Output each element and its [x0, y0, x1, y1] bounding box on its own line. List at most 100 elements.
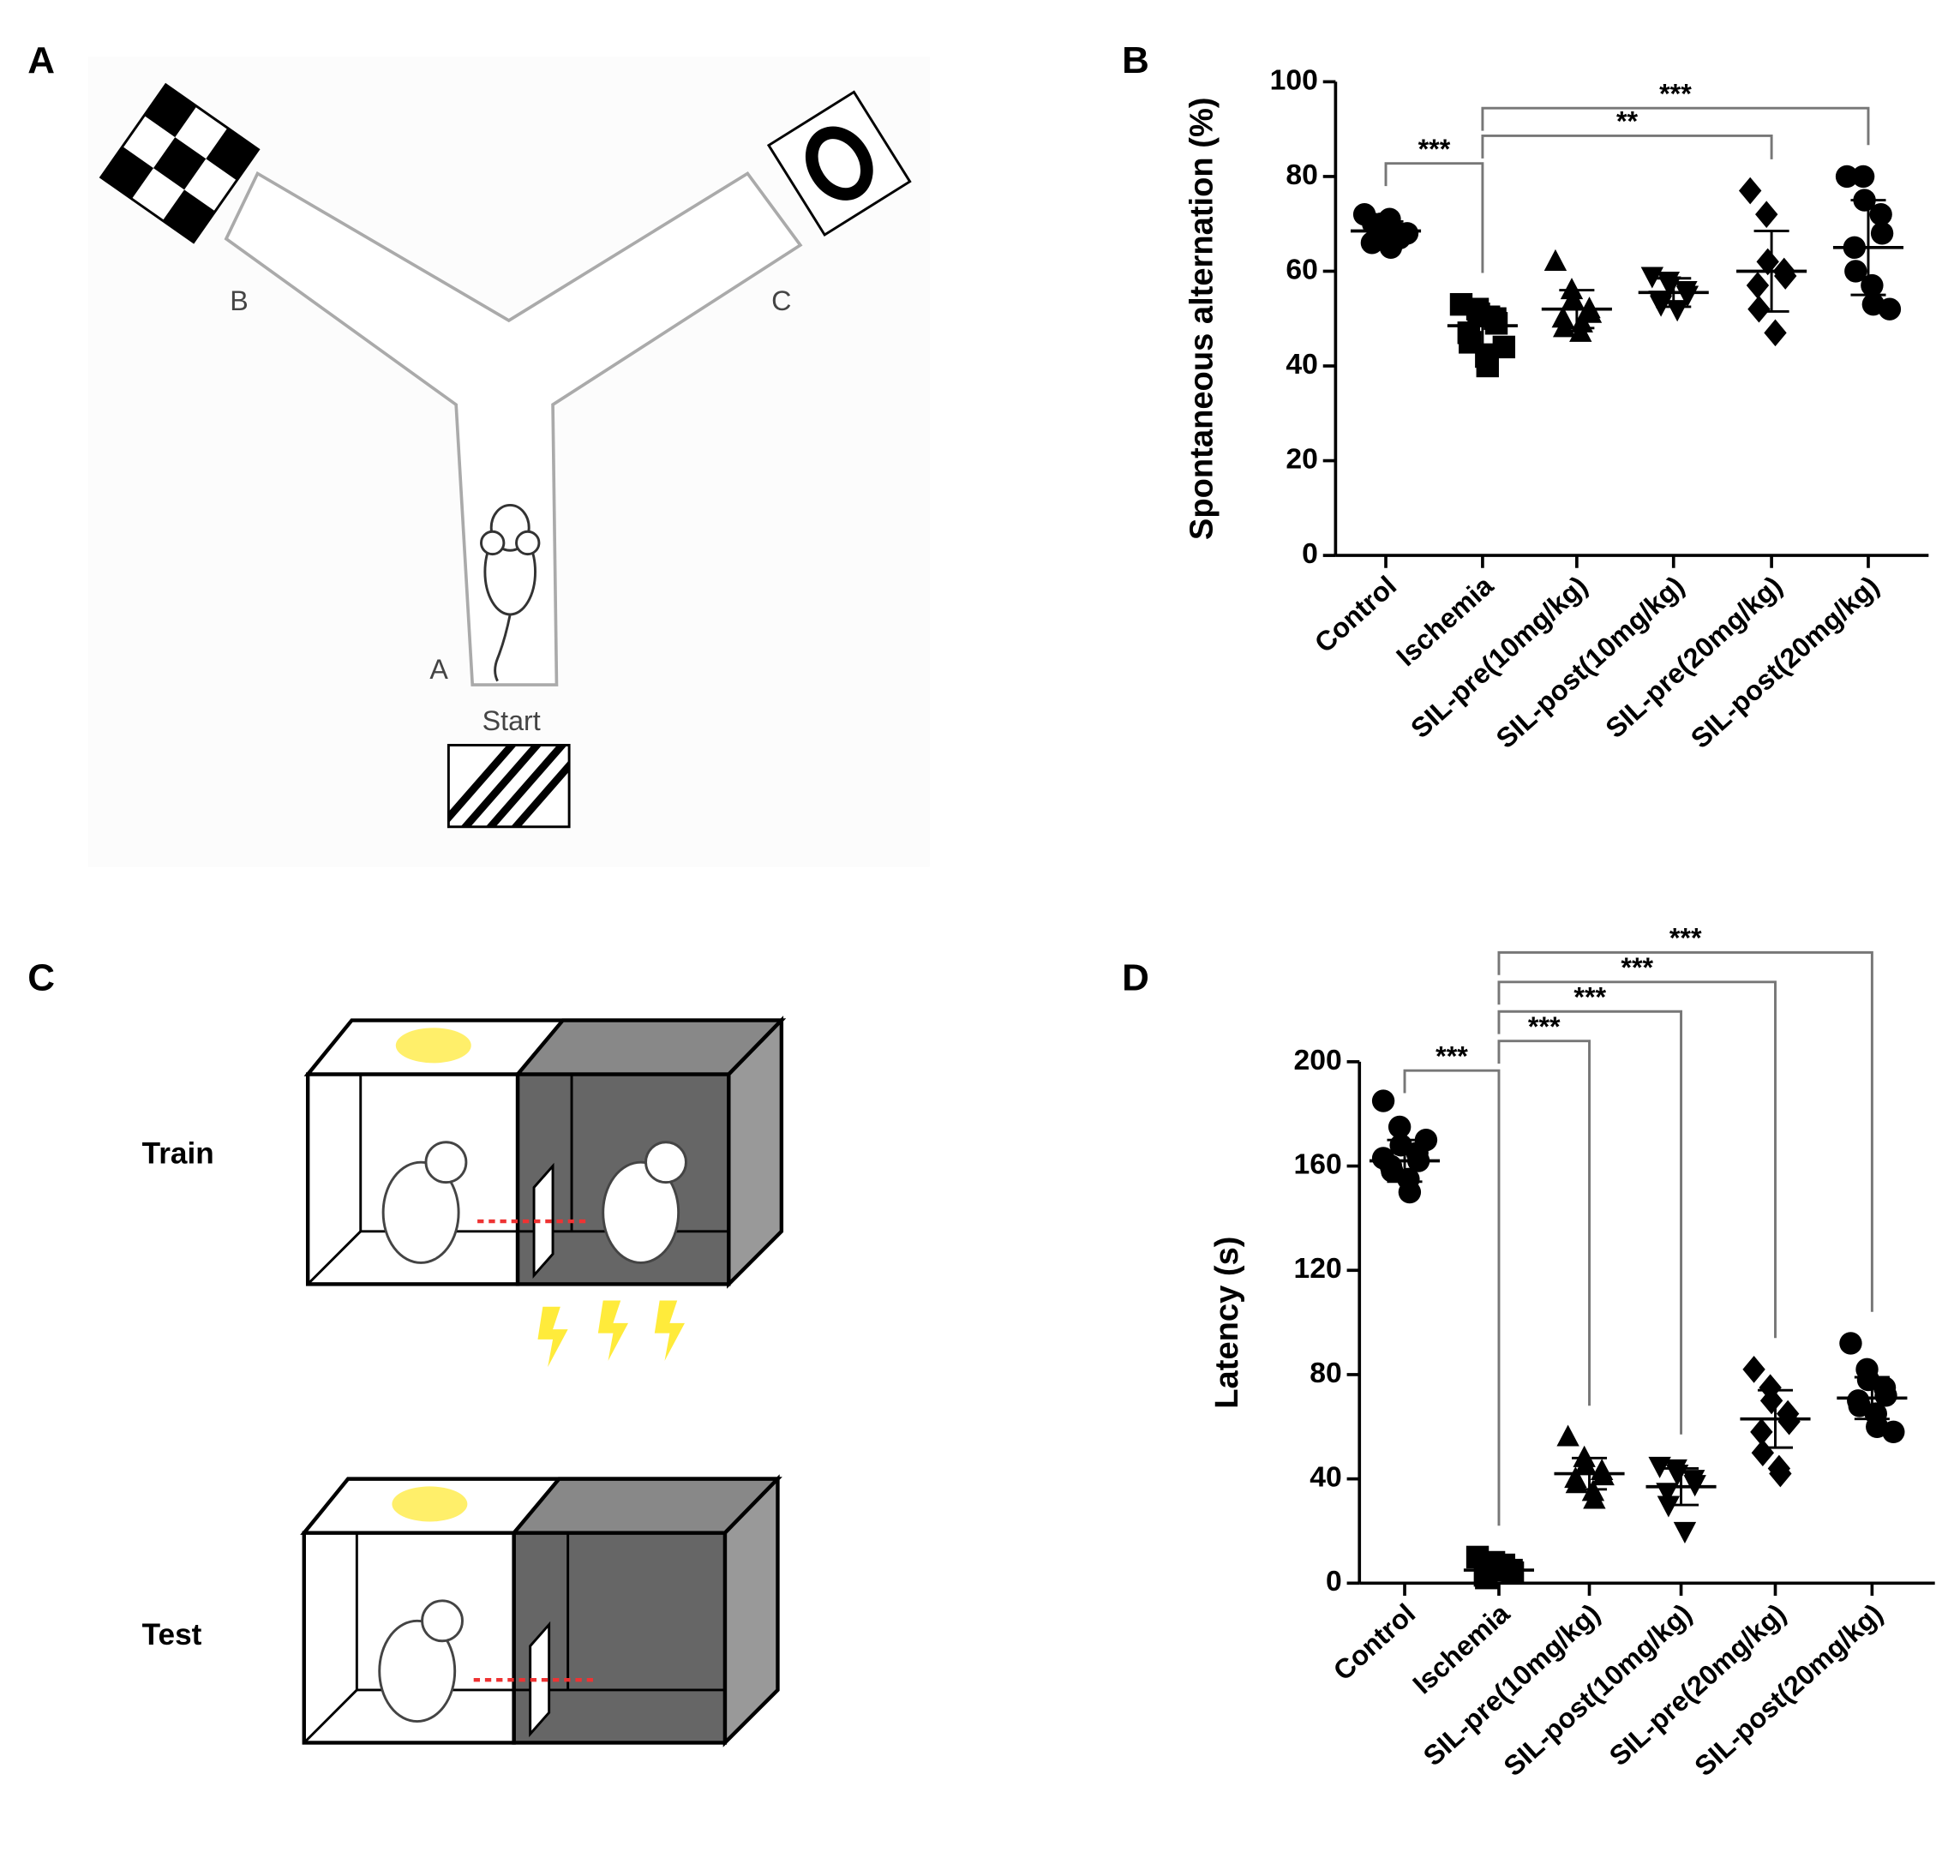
- data-point: [1746, 272, 1770, 299]
- data-point: [1764, 319, 1787, 347]
- significance-bracket: [1384, 162, 1484, 273]
- significance-label: ***: [1573, 981, 1606, 1012]
- data-point: [1747, 295, 1771, 323]
- y-tick-label: 40: [1310, 1461, 1341, 1494]
- y-axis-label: Spontaneous alternation (%): [1184, 97, 1220, 540]
- box: [303, 1016, 787, 1289]
- maze-arms: [224, 171, 803, 686]
- data-point: [1484, 312, 1508, 335]
- ring-cue: [766, 90, 912, 237]
- data-point: [1371, 1089, 1395, 1112]
- data-point: [1553, 315, 1576, 338]
- data-point: [1851, 165, 1875, 189]
- y-tick-label: 20: [1286, 442, 1317, 475]
- x-tick-label: Control: [1309, 570, 1402, 658]
- y-tick-label: 60: [1286, 253, 1317, 285]
- data-point: [1870, 222, 1894, 245]
- data-point: [1657, 1495, 1681, 1518]
- data-point: [1378, 207, 1401, 231]
- data-point: [1492, 335, 1516, 359]
- stripe-cue: [447, 743, 571, 829]
- x-tick-label: SIL-pre(20mg/kg): [1603, 1597, 1792, 1771]
- shock: [537, 1300, 685, 1368]
- data-point: [1839, 1332, 1862, 1355]
- y-tick-label: 0: [1302, 537, 1318, 570]
- data-point: [1583, 1487, 1606, 1509]
- significance-label: ***: [1621, 952, 1653, 983]
- data-point: [1565, 1471, 1589, 1494]
- arm-label: A: [429, 654, 448, 685]
- data-point: [1844, 260, 1867, 283]
- data-point: [1371, 1147, 1395, 1170]
- data-point: [1882, 1420, 1905, 1444]
- data-point: [1379, 236, 1403, 260]
- y-tick-label: 40: [1286, 348, 1317, 381]
- significance-bracket: [1497, 1040, 1591, 1406]
- significance-bracket: [1497, 1010, 1683, 1435]
- data-point: [1388, 1115, 1412, 1139]
- data-point: [1561, 287, 1585, 309]
- arm-label: C: [771, 285, 791, 316]
- data-point: [1738, 177, 1762, 205]
- significance-bracket: [1481, 134, 1773, 159]
- data-point: [1395, 222, 1419, 245]
- box: [300, 1474, 782, 1747]
- data-point: [1543, 249, 1567, 271]
- data-point: [1751, 1439, 1775, 1467]
- data-point: [1665, 300, 1689, 322]
- data-point: [1414, 1128, 1438, 1152]
- box-label: Test: [142, 1618, 202, 1651]
- data-point: [1360, 231, 1384, 255]
- data-point: [1551, 306, 1574, 328]
- data-point: [1573, 1453, 1597, 1475]
- y-axis-label: Latency (s): [1209, 1237, 1245, 1409]
- data-point: [1835, 165, 1859, 189]
- data-point: [1648, 1456, 1671, 1478]
- significance-bracket: [1497, 980, 1777, 1339]
- arm-label: B: [230, 285, 249, 316]
- y-tick-label: 80: [1286, 159, 1317, 191]
- y-tick-label: 200: [1293, 1044, 1341, 1076]
- significance-label: **: [1616, 106, 1639, 137]
- passive-avoidance: Train Test: [142, 1016, 787, 1747]
- data-point: [1774, 262, 1797, 290]
- mouse: [480, 503, 541, 682]
- significance-bracket: [1481, 106, 1870, 146]
- box-label: Train: [142, 1137, 214, 1171]
- significance-label: ***: [1528, 1011, 1561, 1042]
- x-tick-label: Control: [1328, 1597, 1421, 1686]
- panel-label: A: [27, 39, 55, 81]
- significance-label: ***: [1418, 134, 1451, 165]
- data-point: [1673, 1521, 1697, 1543]
- x-tick-label: SIL-pre(10mg/kg): [1405, 570, 1593, 744]
- y-maze: B C A Start: [87, 57, 930, 867]
- data-point: [1874, 1384, 1897, 1407]
- data-point: [1476, 354, 1499, 378]
- data-point: [1750, 1418, 1773, 1446]
- panel-label: B: [1122, 39, 1149, 81]
- data-point: [1398, 1180, 1422, 1204]
- significance-label: ***: [1436, 1040, 1468, 1071]
- data-point: [1556, 1424, 1579, 1447]
- x-tick-label: SIL-post(20mg/kg): [1685, 570, 1885, 754]
- data-point: [1861, 273, 1884, 297]
- panel-label: C: [27, 956, 55, 998]
- significance-label: ***: [1659, 78, 1692, 109]
- significance-bracket: [1497, 950, 1873, 1312]
- data-point: [1755, 201, 1778, 228]
- data-point: [1759, 1387, 1783, 1415]
- x-tick-label: SIL-post(10mg/kg): [1490, 570, 1690, 754]
- panel-label: D: [1122, 956, 1149, 998]
- y-tick-label: 80: [1310, 1357, 1341, 1389]
- y-tick-label: 0: [1326, 1565, 1342, 1597]
- data-point: [1742, 1356, 1765, 1383]
- data-point: [1869, 202, 1892, 226]
- start-label: Start: [483, 705, 541, 736]
- y-tick-label: 160: [1293, 1148, 1341, 1180]
- x-tick-label: SIL-pre(20mg/kg): [1599, 570, 1788, 744]
- y-tick-label: 120: [1293, 1252, 1341, 1285]
- significance-label: ***: [1669, 922, 1702, 953]
- data-point: [1878, 297, 1902, 321]
